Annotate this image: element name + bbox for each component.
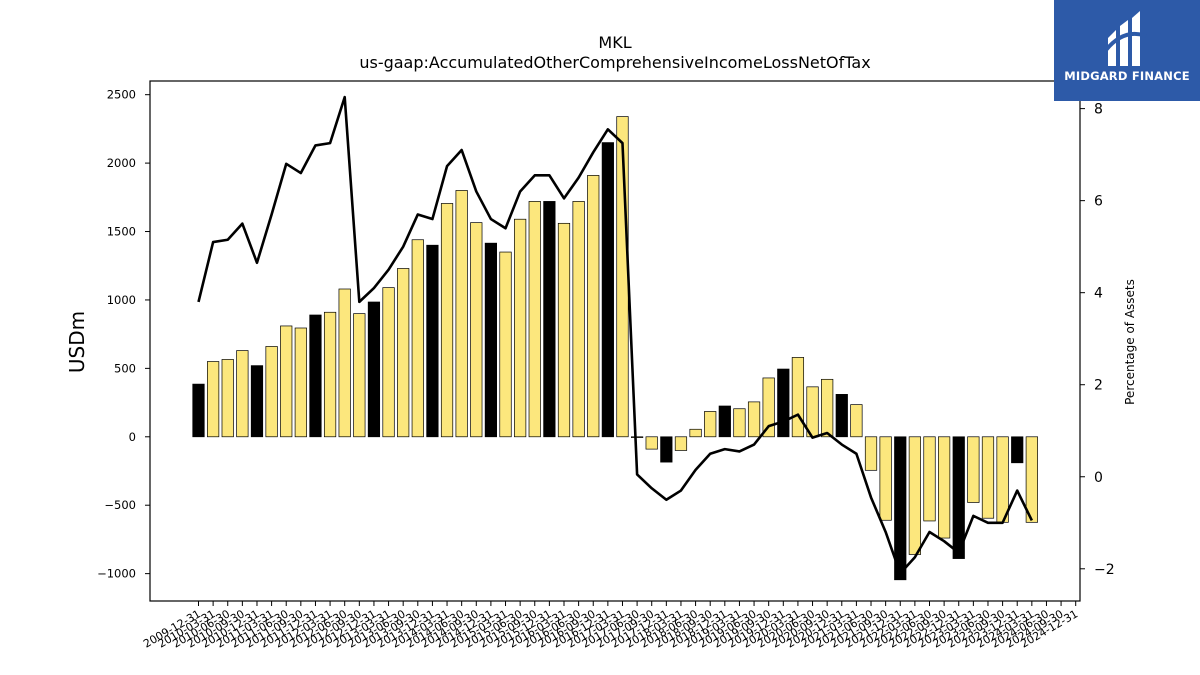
y-tick-label: 1000 [107, 293, 136, 307]
bar-2012-09-30 [353, 313, 366, 438]
y-tick-label: 2000 [107, 156, 136, 170]
bar-2016-12-31 [601, 142, 614, 438]
bar-2020-03-31 [791, 357, 805, 438]
y2-tick-label: 4 [1094, 286, 1103, 302]
y2-tick-label: 6 [1094, 194, 1103, 210]
bar-2022-09-30 [938, 436, 951, 539]
bar-2013-09-30 [411, 239, 424, 438]
bar-2022-03-31 [908, 436, 921, 555]
bar-2015-06-30 [514, 218, 527, 438]
bar-2015-03-31 [499, 251, 512, 438]
y-axis-label: USDm [65, 311, 89, 373]
bar-2023-03-31 [967, 436, 980, 503]
chart-subtitle: us-gaap:AccumulatedOtherComprehensiveInc… [359, 53, 870, 72]
bar-2023-12-31 [1011, 436, 1024, 464]
axes: −1000−50005001000150020002500−2024682009… [97, 80, 1115, 651]
bar-2020-09-30 [821, 378, 834, 438]
chart-title: MKL [598, 33, 631, 52]
bar-2012-12-31 [367, 301, 381, 438]
y-tick-label: 0 [129, 430, 136, 444]
bar-2016-06-30 [572, 201, 585, 438]
bar-2014-03-31 [440, 203, 454, 438]
percent-line-series [197, 95, 1034, 575]
y2-tick-label: −2 [1094, 562, 1115, 578]
bar-2018-09-30 [704, 411, 717, 438]
bar-2023-09-30 [996, 436, 1009, 523]
bar-2013-03-31 [382, 287, 395, 438]
percent-of-assets-line [197, 95, 1034, 575]
bar-series [192, 116, 1038, 581]
midgard-logo-icon [1104, 11, 1147, 66]
bar-2019-06-30 [747, 401, 761, 438]
y2-tick-label: 0 [1094, 470, 1103, 486]
bar-2011-06-30 [280, 325, 293, 438]
bar-2013-06-30 [397, 268, 410, 438]
bar-2022-12-31 [952, 436, 965, 559]
bar-2021-12-31 [894, 436, 907, 581]
y-tick-label: 1500 [107, 225, 136, 239]
bar-2015-12-31 [543, 201, 556, 438]
bar-2014-09-30 [470, 222, 483, 438]
y2-tick-label: 2 [1094, 378, 1103, 394]
bar-2016-09-30 [587, 175, 600, 438]
bar-2018-03-31 [674, 436, 688, 451]
bar-2012-03-31 [323, 311, 337, 438]
bar-2010-12-31 [250, 365, 264, 438]
bar-2011-12-31 [309, 314, 322, 438]
brand-logo: MIDGARD FINANCE [1054, 0, 1200, 101]
bar-2017-12-31 [660, 436, 673, 463]
brand-name: MIDGARD FINANCE [1064, 69, 1190, 83]
bar-2010-06-30 [221, 359, 234, 438]
plot-frame [149, 80, 1081, 602]
bar-2020-12-31 [835, 394, 848, 438]
bar-2017-09-30 [645, 436, 658, 450]
bar-2017-06-30 [630, 436, 644, 438]
bar-2024-03-31 [1025, 436, 1038, 523]
y-tick-label: 500 [114, 361, 136, 375]
bar-2019-03-31 [733, 408, 746, 438]
y-tick-label: −1000 [97, 567, 136, 581]
bar-2014-06-30 [455, 190, 468, 438]
bar-2021-03-31 [850, 404, 863, 438]
bar-2022-06-30 [923, 436, 936, 522]
bar-2018-06-30 [689, 428, 702, 438]
bar-2011-03-31 [265, 346, 278, 438]
bar-2009-12-31 [192, 383, 205, 438]
bar-2010-09-30 [236, 350, 249, 438]
bar-2010-03-31 [207, 361, 220, 438]
bar-2013-12-31 [426, 244, 439, 438]
bar-2016-03-31 [557, 222, 571, 438]
bar-2014-12-31 [484, 242, 497, 438]
y2-axis-label: Percentage of Assets [1123, 279, 1137, 405]
y2-tick-label: 8 [1094, 102, 1103, 118]
y-tick-label: 2500 [107, 88, 136, 102]
bar-2011-09-30 [294, 327, 307, 438]
bar-2012-06-30 [338, 288, 351, 438]
bar-2021-06-30 [864, 436, 878, 471]
bar-2015-09-30 [528, 201, 541, 438]
bar-2019-09-30 [762, 377, 775, 438]
bar-2023-06-30 [981, 436, 995, 519]
bar-2021-09-30 [879, 436, 892, 521]
y-tick-label: −500 [104, 498, 136, 512]
bar-2018-12-31 [718, 405, 731, 438]
bar-2019-12-31 [777, 368, 790, 438]
